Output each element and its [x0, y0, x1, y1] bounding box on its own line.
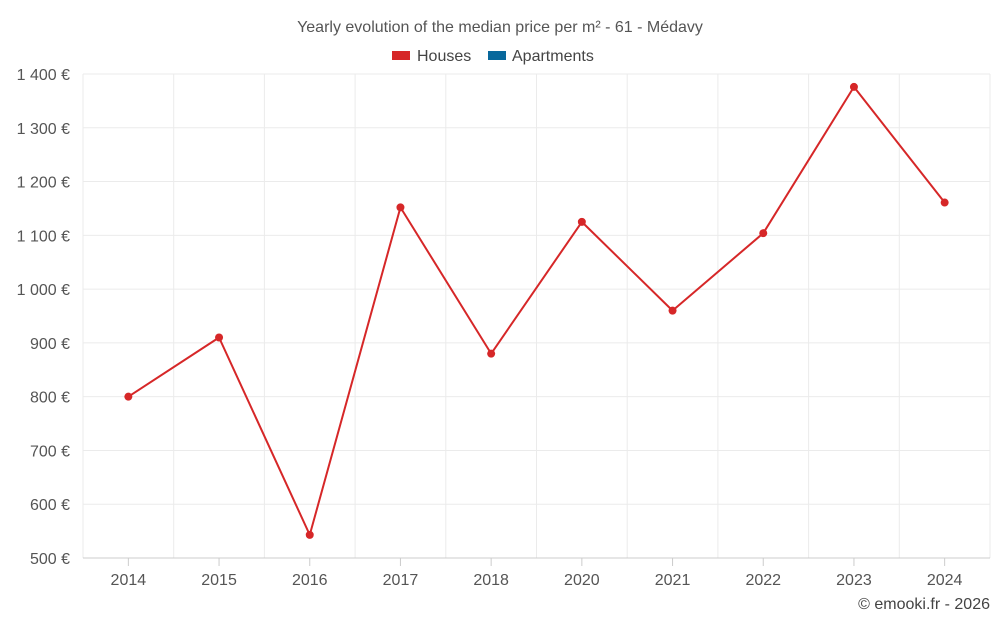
y-tick-label: 1 200 €	[17, 175, 70, 192]
legend-item-apartments[interactable]: Apartments	[488, 48, 594, 65]
x-tick-labels: 2014 2015 2016 2017 2018 2020 2021 2022 2023 2024	[111, 572, 963, 589]
y-tick-label: 800 €	[30, 390, 70, 407]
legend-label-apartments: Apartments	[512, 48, 594, 65]
y-tick-labels: 500 € 600 € 700 € 800 € 900 € 1 000 € 1 100 € 1…	[17, 67, 70, 568]
chart-title: Yearly evolution of the median price per…	[297, 19, 703, 36]
x-tick-label: 2017	[383, 572, 419, 589]
data-point[interactable]	[396, 203, 405, 212]
x-tick-label: 2020	[564, 572, 600, 589]
x-tick-label: 2014	[111, 572, 147, 589]
y-tick-label: 500 €	[30, 551, 70, 568]
legend-swatch-houses	[392, 51, 410, 60]
grid	[82, 73, 991, 558]
data-point[interactable]	[940, 198, 949, 207]
data-point[interactable]	[124, 392, 133, 401]
data-point[interactable]	[668, 306, 677, 315]
credit-text: © emooki.fr - 2026	[858, 596, 990, 613]
data-point[interactable]	[487, 349, 496, 358]
y-tick-label: 1 300 €	[17, 121, 70, 138]
axes	[83, 557, 990, 566]
y-tick-label: 700 €	[30, 443, 70, 460]
series-line-houses	[127, 85, 946, 536]
x-tick-label: 2024	[927, 572, 963, 589]
x-tick-label: 2021	[655, 572, 691, 589]
x-tick-label: 2015	[201, 572, 237, 589]
y-tick-label: 1 100 €	[17, 228, 70, 245]
x-tick-label: 2018	[473, 572, 509, 589]
legend-swatch-apartments	[488, 51, 506, 60]
y-tick-label: 1 400 €	[17, 67, 70, 84]
data-point[interactable]	[759, 229, 768, 238]
legend-item-houses[interactable]: Houses	[392, 48, 471, 65]
x-tick-label: 2022	[745, 572, 781, 589]
data-point[interactable]	[849, 82, 858, 91]
data-point[interactable]	[577, 217, 586, 226]
data-point[interactable]	[305, 530, 314, 539]
series-houses	[124, 82, 949, 539]
y-tick-label: 600 €	[30, 497, 70, 514]
x-tick-label: 2016	[292, 572, 328, 589]
legend-label-houses: Houses	[417, 48, 471, 65]
y-tick-label: 1 000 €	[17, 282, 70, 299]
data-point[interactable]	[215, 333, 224, 342]
legend: Houses Apartments	[392, 48, 594, 65]
y-tick-label: 900 €	[30, 336, 70, 353]
x-tick-label: 2023	[836, 572, 872, 589]
